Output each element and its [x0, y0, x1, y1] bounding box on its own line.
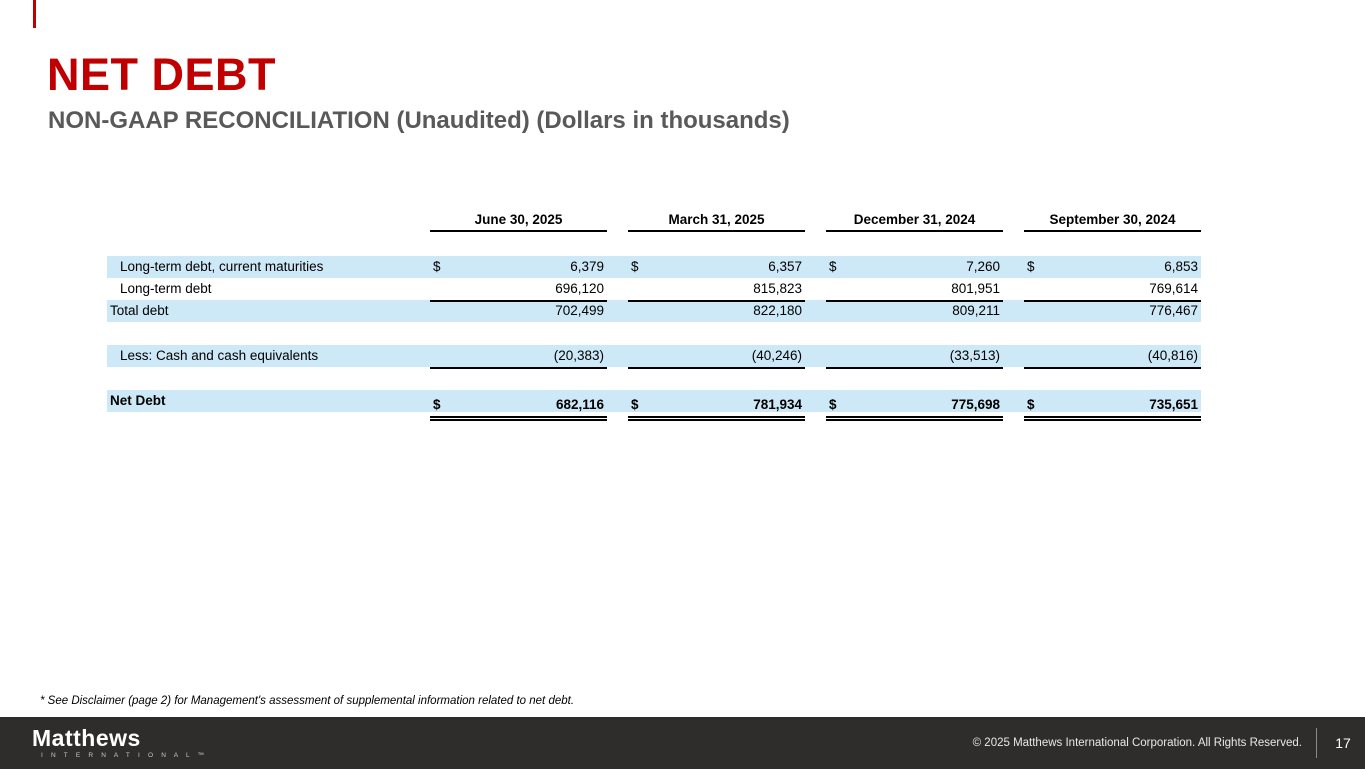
table-gap: [107, 322, 1201, 345]
currency-symbol: $: [631, 397, 639, 412]
top-accent-bar: [33, 0, 36, 28]
header-spacer: [107, 208, 430, 232]
currency-symbol: $: [1027, 259, 1035, 274]
copyright-text: © 2025 Matthews International Corporatio…: [972, 737, 1302, 749]
page-number: 17: [1335, 735, 1351, 751]
row-label: Total debt: [110, 303, 169, 318]
page-subtitle: NON-GAAP RECONCILIATION (Unaudited) (Dol…: [48, 107, 790, 134]
cell-value: 7,260: [966, 259, 1000, 274]
row-label: Less: Cash and cash equivalents: [120, 348, 319, 363]
column-header-june: June 30, 2025: [430, 208, 607, 232]
footer-bar: Matthews I N T E R N A T I O N A L ™ © 2…: [0, 717, 1365, 769]
currency-symbol: $: [1027, 397, 1035, 412]
table-gap: [107, 367, 1201, 390]
table-row-long-term-debt: Long-term debt 696,120 815,823 801,951 7…: [107, 278, 1201, 302]
cell-value: (20,383): [553, 348, 604, 363]
cell-value: 6,357: [768, 259, 802, 274]
table-row-less-cash: Less: Cash and cash equivalents (20,383)…: [107, 345, 1201, 369]
cell-value: 6,379: [570, 259, 604, 274]
cell-value: 769,614: [1149, 281, 1198, 296]
net-debt-table: June 30, 2025 March 31, 2025 December 31…: [107, 208, 1201, 421]
cell-value: 781,934: [753, 397, 802, 412]
column-header-december: December 31, 2024: [826, 208, 1003, 232]
cell-value: (40,816): [1147, 348, 1198, 363]
table-row-total-debt: Total debt 702,499 822,180 809,211 776,4…: [107, 300, 1201, 322]
cell-value: (40,246): [751, 348, 802, 363]
currency-symbol: $: [631, 259, 639, 274]
table-row-ltd-current-maturities: Long-term debt, current maturities $6,37…: [107, 256, 1201, 278]
table-header-row: June 30, 2025 March 31, 2025 December 31…: [107, 208, 1201, 232]
currency-symbol: $: [829, 397, 837, 412]
footer-divider: [1316, 728, 1317, 758]
cell-value: 815,823: [753, 281, 802, 296]
column-header-september: September 30, 2024: [1024, 208, 1201, 232]
logo-tagline: I N T E R N A T I O N A L ™: [41, 751, 208, 759]
row-label: Net Debt: [110, 393, 166, 408]
page-title: NET DEBT: [47, 49, 276, 100]
disclaimer-footnote: * See Disclaimer (page 2) for Management…: [40, 695, 575, 707]
logo-wordmark: Matthews: [32, 724, 141, 751]
row-label: Long-term debt, current maturities: [120, 259, 324, 274]
cell-value: 776,467: [1149, 303, 1198, 318]
cell-value: 6,853: [1164, 259, 1198, 274]
footer-right: © 2025 Matthews International Corporatio…: [973, 717, 1365, 769]
currency-symbol: $: [433, 259, 441, 274]
cell-value: 696,120: [555, 281, 604, 296]
cell-value: 801,951: [951, 281, 1000, 296]
cell-value: (33,513): [949, 348, 1000, 363]
cell-value: 822,180: [753, 303, 802, 318]
cell-value: 809,211: [952, 303, 1000, 318]
table-row-net-debt: Net Debt $682,116 $781,934 $775,698 $735…: [107, 390, 1201, 421]
currency-symbol: $: [433, 397, 441, 412]
cell-value: 775,698: [951, 397, 1000, 412]
cell-value: 682,116: [555, 397, 604, 412]
cell-value: 735,651: [1149, 397, 1198, 412]
row-label: Long-term debt: [120, 281, 212, 296]
column-header-march: March 31, 2025: [628, 208, 805, 232]
cell-value: 702,499: [555, 303, 604, 318]
currency-symbol: $: [829, 259, 837, 274]
company-logo: Matthews I N T E R N A T I O N A L ™: [32, 724, 208, 760]
